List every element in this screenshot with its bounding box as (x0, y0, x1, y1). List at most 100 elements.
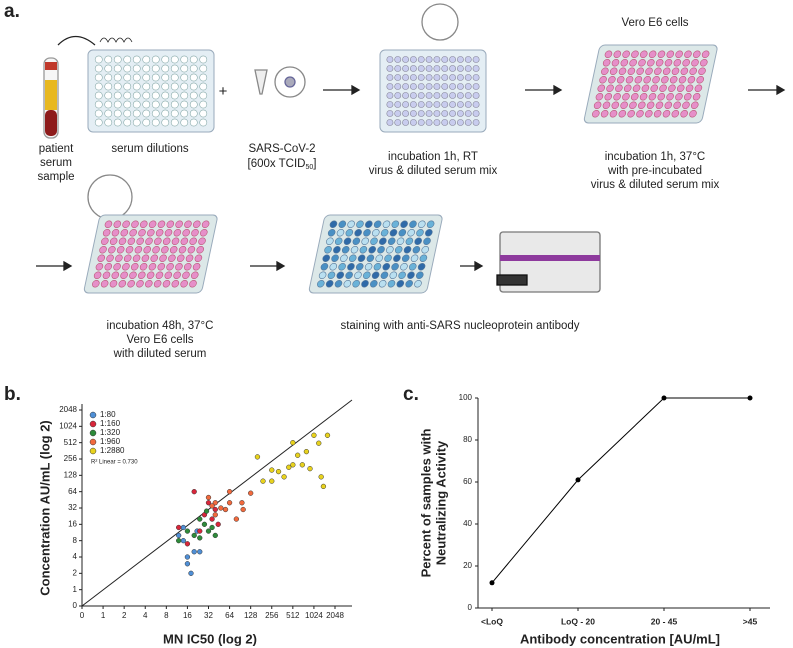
well (386, 65, 394, 72)
caption: staining with anti-SARS nucleoprotein an… (340, 320, 579, 332)
well (386, 83, 394, 90)
well (106, 254, 114, 262)
well (386, 101, 394, 108)
well (180, 100, 189, 109)
well (134, 246, 143, 254)
tube-cap (45, 62, 57, 70)
point (176, 524, 182, 531)
well (159, 254, 167, 262)
well (199, 91, 208, 100)
point (281, 474, 287, 480)
y-tick-label: 32 (68, 503, 77, 512)
well (354, 229, 362, 237)
well (613, 50, 622, 58)
well (141, 254, 150, 262)
well (613, 93, 621, 101)
well (104, 109, 113, 118)
well (180, 64, 189, 73)
panel-label: c. (403, 384, 419, 405)
caption: incubation 1h, RT (388, 151, 478, 163)
well (593, 101, 602, 109)
well (101, 237, 109, 245)
point (176, 538, 182, 544)
well (201, 220, 210, 228)
well (151, 100, 160, 109)
well (402, 119, 410, 126)
legend-label: 1:960 (100, 437, 121, 446)
well (378, 280, 387, 288)
well (194, 254, 203, 262)
well (685, 84, 694, 92)
well (136, 280, 144, 288)
well (154, 237, 162, 245)
well (441, 92, 449, 99)
well (433, 110, 441, 117)
well (684, 50, 692, 58)
point (205, 500, 212, 506)
well (320, 263, 329, 271)
well (200, 229, 208, 237)
well (604, 93, 613, 101)
well (352, 237, 361, 245)
well (189, 64, 198, 73)
well (118, 237, 127, 245)
well (683, 93, 692, 101)
well (386, 56, 394, 63)
well (173, 271, 181, 279)
well (472, 110, 480, 117)
well (334, 280, 343, 288)
well (449, 101, 457, 108)
caption: incubation 1h, 37°C (605, 151, 706, 163)
well (93, 271, 102, 279)
legend-label: 1:80 (100, 410, 116, 419)
well (425, 56, 433, 63)
well (151, 64, 160, 73)
well (189, 237, 197, 245)
well (687, 76, 696, 84)
well (161, 73, 170, 82)
well (132, 109, 141, 118)
well (118, 280, 127, 288)
well (104, 64, 113, 73)
well (425, 74, 433, 81)
well (396, 280, 405, 288)
well (408, 263, 417, 271)
virus-tube (254, 69, 268, 95)
well (620, 59, 629, 67)
y-tick-label: 1024 (59, 421, 77, 430)
point (176, 532, 182, 539)
well (657, 93, 666, 101)
well (380, 229, 389, 237)
well (405, 237, 414, 245)
well (433, 65, 441, 72)
well (151, 55, 160, 64)
well (666, 93, 674, 101)
well (127, 237, 136, 245)
well (409, 74, 417, 81)
well (132, 118, 141, 127)
point (303, 448, 310, 455)
well (602, 59, 611, 67)
point (205, 528, 212, 534)
well (464, 65, 472, 72)
well (425, 119, 433, 126)
well (456, 65, 464, 72)
well (472, 119, 480, 126)
well (171, 280, 180, 288)
caption: SARS-CoV-2 (248, 143, 315, 155)
well (104, 220, 113, 228)
well (403, 246, 412, 254)
caption: serum (40, 157, 72, 169)
well (132, 254, 141, 262)
point (307, 465, 313, 472)
well (348, 254, 357, 262)
caption: with diluted serum (113, 348, 207, 360)
well (322, 254, 331, 262)
subscript: 50 (305, 164, 313, 171)
well (387, 237, 396, 245)
caption: incubation 48h, 37°C (107, 320, 214, 332)
y-tick-label: 20 (463, 561, 472, 570)
x-tick-label: 32 (204, 611, 213, 620)
well (394, 101, 402, 108)
